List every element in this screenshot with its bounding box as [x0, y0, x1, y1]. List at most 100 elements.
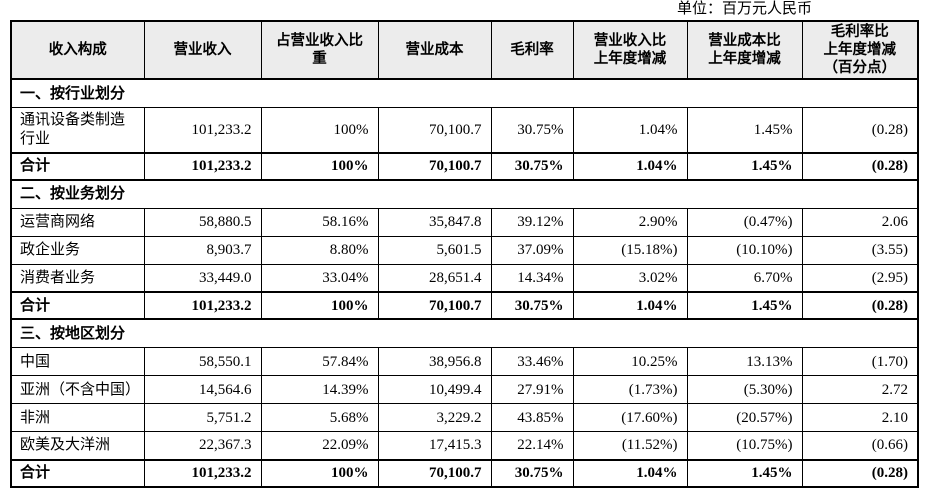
value-cell: 57.84% — [260, 347, 379, 377]
value-cell: 1.45% — [686, 107, 803, 154]
column-header-5: 营业收入比 上年度增减 — [572, 20, 688, 80]
value-cell: (5.30%) — [686, 375, 803, 405]
value-cell: 22.09% — [260, 431, 379, 461]
value-cell: (1.70) — [801, 347, 919, 377]
value-cell: (0.47%) — [686, 207, 803, 237]
value-cell: 8.80% — [260, 235, 379, 265]
value-cell: (1.73%) — [572, 375, 688, 405]
value-cell: 5,601.5 — [377, 235, 492, 265]
value-cell: 1.04% — [572, 107, 688, 154]
value-cell: 101,233.2 — [143, 151, 262, 181]
unit-label: 单位：百万元人民币 — [676, 1, 812, 17]
value-cell: 5,751.2 — [143, 403, 262, 433]
value-cell: 33,449.0 — [143, 263, 262, 293]
value-cell: 101,233.2 — [143, 107, 262, 154]
table-row: 消费者业务 33,449.0 33.04% 28,651.4 14.34% 3.02% 6.… — [10, 263, 919, 293]
value-cell: (15.18%) — [572, 235, 688, 265]
table-row: 欧美及大洋洲 22,367.3 22.09% 17,415.3 22.14% (11.52… — [10, 431, 919, 461]
section-row: 一、按行业划分 — [10, 78, 919, 109]
row-label: 非洲 — [10, 403, 145, 433]
table-header: 收入构成 营业收入 占营业收入比 重营业成本 毛利率 营业收入比 上年度增减 营业成本比 … — [10, 20, 919, 80]
value-cell: 70,100.7 — [377, 151, 492, 181]
value-cell: (10.75%) — [686, 431, 803, 461]
value-cell: 101,233.2 — [143, 458, 262, 488]
value-cell: 28,651.4 — [377, 263, 492, 293]
value-cell: 38,956.8 — [377, 347, 492, 377]
value-cell: (20.57%) — [686, 403, 803, 433]
table-row: 政企业务 8,903.7 8.80% 5,601.5 37.09% (15.18%) (10… — [10, 235, 919, 265]
value-cell: (11.52%) — [572, 431, 688, 461]
value-cell: 10,499.4 — [377, 375, 492, 405]
table-row: 合计 101,233.2 100% 70,100.7 30.75% 1.04% 1.45%(… — [10, 458, 919, 488]
gross-margin-cell-highlighted: 27.91% — [490, 375, 574, 405]
row-label: 消费者业务 — [10, 263, 145, 293]
table-row: 通讯设备类制造行业 101,233.2 100% 70,100.7 30.75% 1.04… — [10, 107, 919, 154]
value-cell: 58.16% — [260, 207, 379, 237]
value-cell: 1.45% — [686, 151, 803, 181]
row-label: 合计 — [10, 458, 145, 488]
value-cell: (3.55) — [801, 235, 919, 265]
value-cell: 1.04% — [572, 458, 688, 488]
value-cell: (10.10%) — [686, 235, 803, 265]
table-row: 亚洲（不含中国） 14,564.6 14.39% 10,499.4 27.91% (1.7… — [10, 375, 919, 405]
value-cell: 37.09% — [490, 235, 574, 265]
value-cell: 58,880.5 — [143, 207, 262, 237]
table-row: 非洲 5,751.2 5.68% 3,229.2 43.85% (17.60%) (20.5… — [10, 403, 919, 433]
table-row: 中国 58,550.1 57.84% 38,956.8 33.46% 10.25% 13.1… — [10, 347, 919, 377]
value-cell: 30.75% — [490, 151, 574, 181]
value-cell: 58,550.1 — [143, 347, 262, 377]
value-cell: 13.13% — [686, 347, 803, 377]
column-header-1: 营业收入 — [143, 20, 262, 80]
value-cell: 2.10 — [801, 403, 919, 433]
value-cell: 30.75% — [490, 107, 574, 154]
gross-margin-cell-highlighted: 30.75% — [490, 458, 574, 488]
value-cell: 35,847.8 — [377, 207, 492, 237]
value-cell: (0.66) — [801, 431, 919, 461]
header-row: 收入构成 营业收入 占营业收入比 重营业成本 毛利率 营业收入比 上年度增减 营业成本比 … — [10, 20, 919, 80]
column-header-2: 占营业收入比 重 — [260, 20, 379, 80]
value-cell: 1.45% — [686, 291, 803, 320]
value-cell: 14.39% — [260, 375, 379, 405]
value-cell: 14.34% — [490, 263, 574, 293]
value-cell: 70,100.7 — [377, 107, 492, 154]
table-row: 运营商网络 58,880.5 58.16% 35,847.8 39.12% 2.90% (0… — [10, 207, 919, 237]
value-cell: 100% — [260, 291, 379, 320]
row-label: 欧美及大洋洲 — [10, 431, 145, 461]
row-label: 合计 — [10, 151, 145, 181]
section-row: 二、按业务划分 — [10, 178, 919, 209]
column-header-4: 毛利率 — [490, 20, 574, 80]
value-cell: 2.90% — [572, 207, 688, 237]
value-cell: (0.28) — [801, 291, 919, 320]
row-label: 亚洲（不含中国） — [10, 375, 145, 405]
value-cell: (2.95) — [801, 263, 919, 293]
section-row: 三、按地区划分 — [10, 318, 919, 349]
section-header: 三、按地区划分 — [10, 318, 919, 349]
table-body: 一、按行业划分 通讯设备类制造行业 101,233.2 100% 70,100.7 30.… — [10, 78, 919, 488]
row-label: 中国 — [10, 347, 145, 377]
value-cell: 1.04% — [572, 291, 688, 320]
revenue-composition-table: 收入构成 营业收入 占营业收入比 重营业成本 毛利率 营业收入比 上年度增减 营业成本比 … — [10, 20, 919, 488]
value-cell: 33.04% — [260, 263, 379, 293]
value-cell: 5.68% — [260, 403, 379, 433]
column-header-3: 营业成本 — [377, 20, 492, 80]
value-cell: 70,100.7 — [377, 458, 492, 488]
section-header: 一、按行业划分 — [10, 78, 919, 109]
value-cell: 39.12% — [490, 207, 574, 237]
row-label: 运营商网络 — [10, 207, 145, 237]
row-label: 政企业务 — [10, 235, 145, 265]
value-cell: 3,229.2 — [377, 403, 492, 433]
gross-margin-cell-highlighted: 43.85% — [490, 403, 574, 433]
table-row: 合计 101,233.2 100% 70,100.7 30.75% 1.04% 1.45%(… — [10, 291, 919, 320]
column-header-0: 收入构成 — [10, 20, 145, 80]
table-row: 合计 101,233.2 100% 70,100.7 30.75% 1.04% 1.45%(… — [10, 151, 919, 181]
value-cell: 2.72 — [801, 375, 919, 405]
value-cell: 17,415.3 — [377, 431, 492, 461]
section-header: 二、按业务划分 — [10, 178, 919, 209]
column-header-6: 营业成本比 上年度增减 — [686, 20, 803, 80]
value-cell: 3.02% — [572, 263, 688, 293]
value-cell: 10.25% — [572, 347, 688, 377]
value-cell: 30.75% — [490, 291, 574, 320]
value-cell: 2.06 — [801, 207, 919, 237]
value-cell: 70,100.7 — [377, 291, 492, 320]
